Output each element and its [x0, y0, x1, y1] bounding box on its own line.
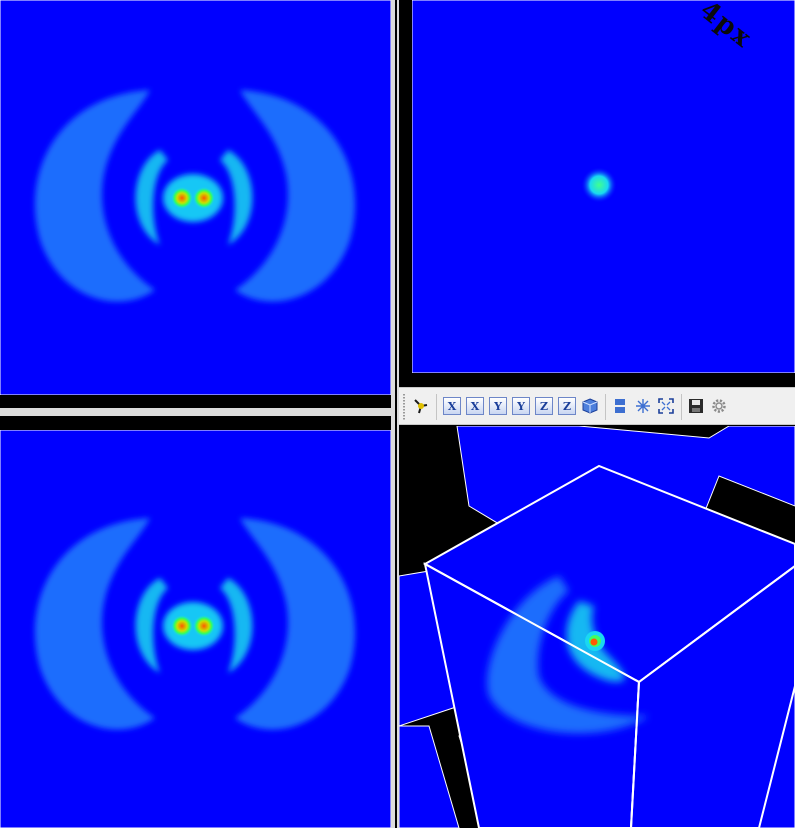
slice-field-xz [0, 430, 391, 828]
reset-camera-icon[interactable] [657, 397, 675, 415]
toolbar-separator [436, 394, 437, 420]
slice-field-xy [0, 0, 391, 395]
slice-view-xz[interactable] [0, 430, 391, 828]
view-y-negative-icon[interactable]: Y [512, 397, 530, 415]
view-z-negative-icon[interactable]: Z [558, 397, 576, 415]
settings-gear-icon[interactable] [710, 397, 728, 415]
save-screenshot-icon[interactable] [687, 397, 705, 415]
top-right-frame [399, 373, 795, 387]
slice-view-xy[interactable] [0, 0, 391, 395]
view-x-negative-icon[interactable]: X [466, 397, 484, 415]
slice-field-yz [412, 0, 795, 373]
view-toolbar: X X Y Y Z Z [399, 387, 795, 425]
toolbar-separator [605, 394, 606, 420]
split-layout-icon[interactable] [611, 397, 629, 415]
orientation-axes-icon[interactable] [412, 397, 430, 415]
view-x-positive-icon[interactable]: X [443, 397, 461, 415]
view-y-positive-icon[interactable]: Y [489, 397, 507, 415]
toolbar-grip[interactable] [403, 394, 405, 420]
3d-volume-render [399, 426, 795, 828]
toolbar-separator [681, 394, 682, 420]
3d-view[interactable] [399, 426, 795, 828]
horizontal-splitter-left[interactable] [0, 408, 391, 416]
slice-view-yz[interactable]: 4px [412, 0, 795, 373]
view-z-positive-icon[interactable]: Z [535, 397, 553, 415]
center-rotation-icon[interactable] [634, 397, 652, 415]
isometric-view-icon[interactable] [581, 397, 599, 415]
vertical-splitter-line [395, 0, 397, 828]
